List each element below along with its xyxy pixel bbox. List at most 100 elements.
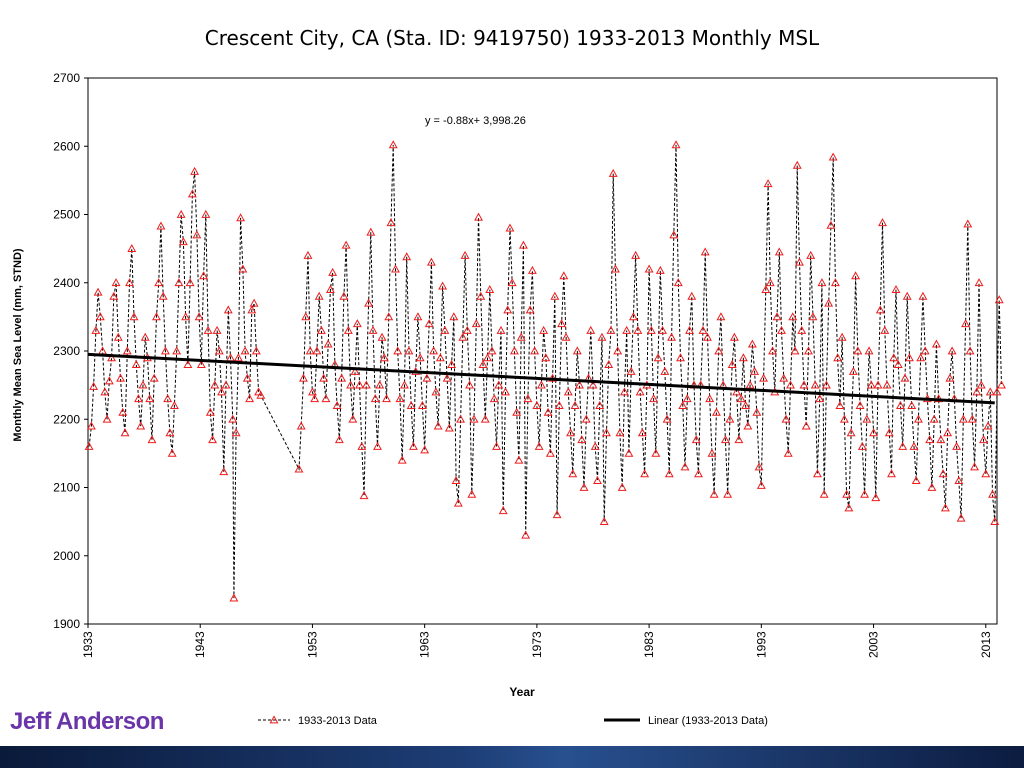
data-point: [395, 394, 405, 403]
data-point: [458, 332, 468, 341]
data-point: [754, 462, 764, 471]
data-point: [343, 325, 353, 334]
data-point: [420, 445, 430, 454]
data-point: [312, 346, 322, 355]
data-point: [397, 455, 407, 464]
data-point: [478, 360, 488, 369]
data-point: [172, 346, 182, 355]
trendline: [87, 352, 995, 405]
data-point: [307, 387, 317, 396]
y-tick-label: 1900: [53, 617, 80, 631]
data-point: [223, 305, 233, 314]
data-point: [296, 421, 306, 430]
data-point: [826, 220, 836, 229]
data-point: [734, 435, 744, 444]
data-point: [633, 325, 643, 334]
data-point: [711, 407, 721, 416]
data-point: [476, 291, 486, 300]
data-point: [759, 373, 769, 382]
data-point: [507, 278, 517, 287]
data-point: [190, 166, 200, 175]
data-point: [862, 414, 872, 423]
data-point: [662, 414, 672, 423]
data-point: [185, 278, 195, 287]
data-point: [89, 381, 99, 390]
data-point: [586, 325, 596, 334]
data-point: [192, 230, 202, 239]
data-point: [530, 346, 540, 355]
y-tick-label: 2700: [53, 71, 80, 85]
data-point: [181, 312, 191, 321]
data-point: [651, 448, 661, 457]
data-point: [624, 448, 634, 457]
data-point: [667, 332, 677, 341]
data-point: [615, 428, 625, 437]
data-point: [417, 400, 427, 409]
data-point: [449, 312, 459, 321]
data-point: [613, 346, 623, 355]
data-point: [95, 312, 105, 321]
data-point: [860, 489, 870, 498]
data-point: [579, 482, 589, 491]
data-point: [871, 493, 881, 502]
data-point: [238, 264, 248, 273]
data-point: [961, 319, 971, 328]
data-point: [622, 325, 632, 334]
data-point: [900, 373, 910, 382]
data-point: [570, 400, 580, 409]
data-point: [729, 332, 739, 341]
x-tick-label: 1983: [642, 631, 656, 658]
data-point: [140, 332, 150, 341]
data-point: [837, 332, 847, 341]
data-point: [940, 503, 950, 512]
data-point: [792, 160, 802, 169]
data-point: [828, 152, 838, 161]
data-point: [750, 366, 760, 375]
data-point: [557, 319, 567, 328]
data-point: [799, 380, 809, 389]
data-point: [617, 482, 627, 491]
data-point: [925, 435, 935, 444]
data-point: [217, 387, 226, 396]
data-point: [853, 346, 863, 355]
data-point: [918, 291, 928, 300]
data-point: [299, 373, 308, 382]
data-point: [545, 448, 555, 457]
data-point: [116, 373, 125, 382]
data-point: [590, 441, 600, 450]
data-point: [444, 423, 454, 432]
data-point: [920, 346, 930, 355]
data-point: [909, 441, 919, 450]
data-point: [869, 428, 879, 437]
data-point: [527, 265, 537, 274]
data-point: [359, 491, 369, 500]
data-point: [442, 373, 452, 382]
data-point: [111, 278, 121, 287]
data-point: [152, 312, 161, 321]
data-point: [233, 353, 243, 362]
data-point: [723, 489, 733, 498]
data-point: [339, 291, 349, 300]
data-point: [673, 278, 683, 287]
data-point: [456, 414, 466, 423]
data-point: [496, 325, 506, 334]
data-point: [460, 250, 470, 259]
data-point: [916, 353, 926, 362]
data-point: [196, 360, 206, 369]
data-point: [485, 284, 495, 293]
x-tick-label: 1943: [193, 631, 207, 658]
data-point: [972, 387, 982, 396]
data-point: [127, 243, 137, 253]
data-point: [983, 421, 993, 430]
data-point: [884, 428, 894, 437]
data-point: [795, 257, 804, 266]
data-point: [199, 271, 209, 280]
data-point: [518, 240, 528, 249]
data-point: [134, 394, 143, 403]
data-point: [878, 218, 887, 227]
y-tick-label: 2200: [53, 412, 80, 426]
data-point: [680, 462, 690, 471]
data-point: [348, 414, 358, 423]
data-point: [716, 312, 726, 321]
data-point: [927, 482, 937, 491]
